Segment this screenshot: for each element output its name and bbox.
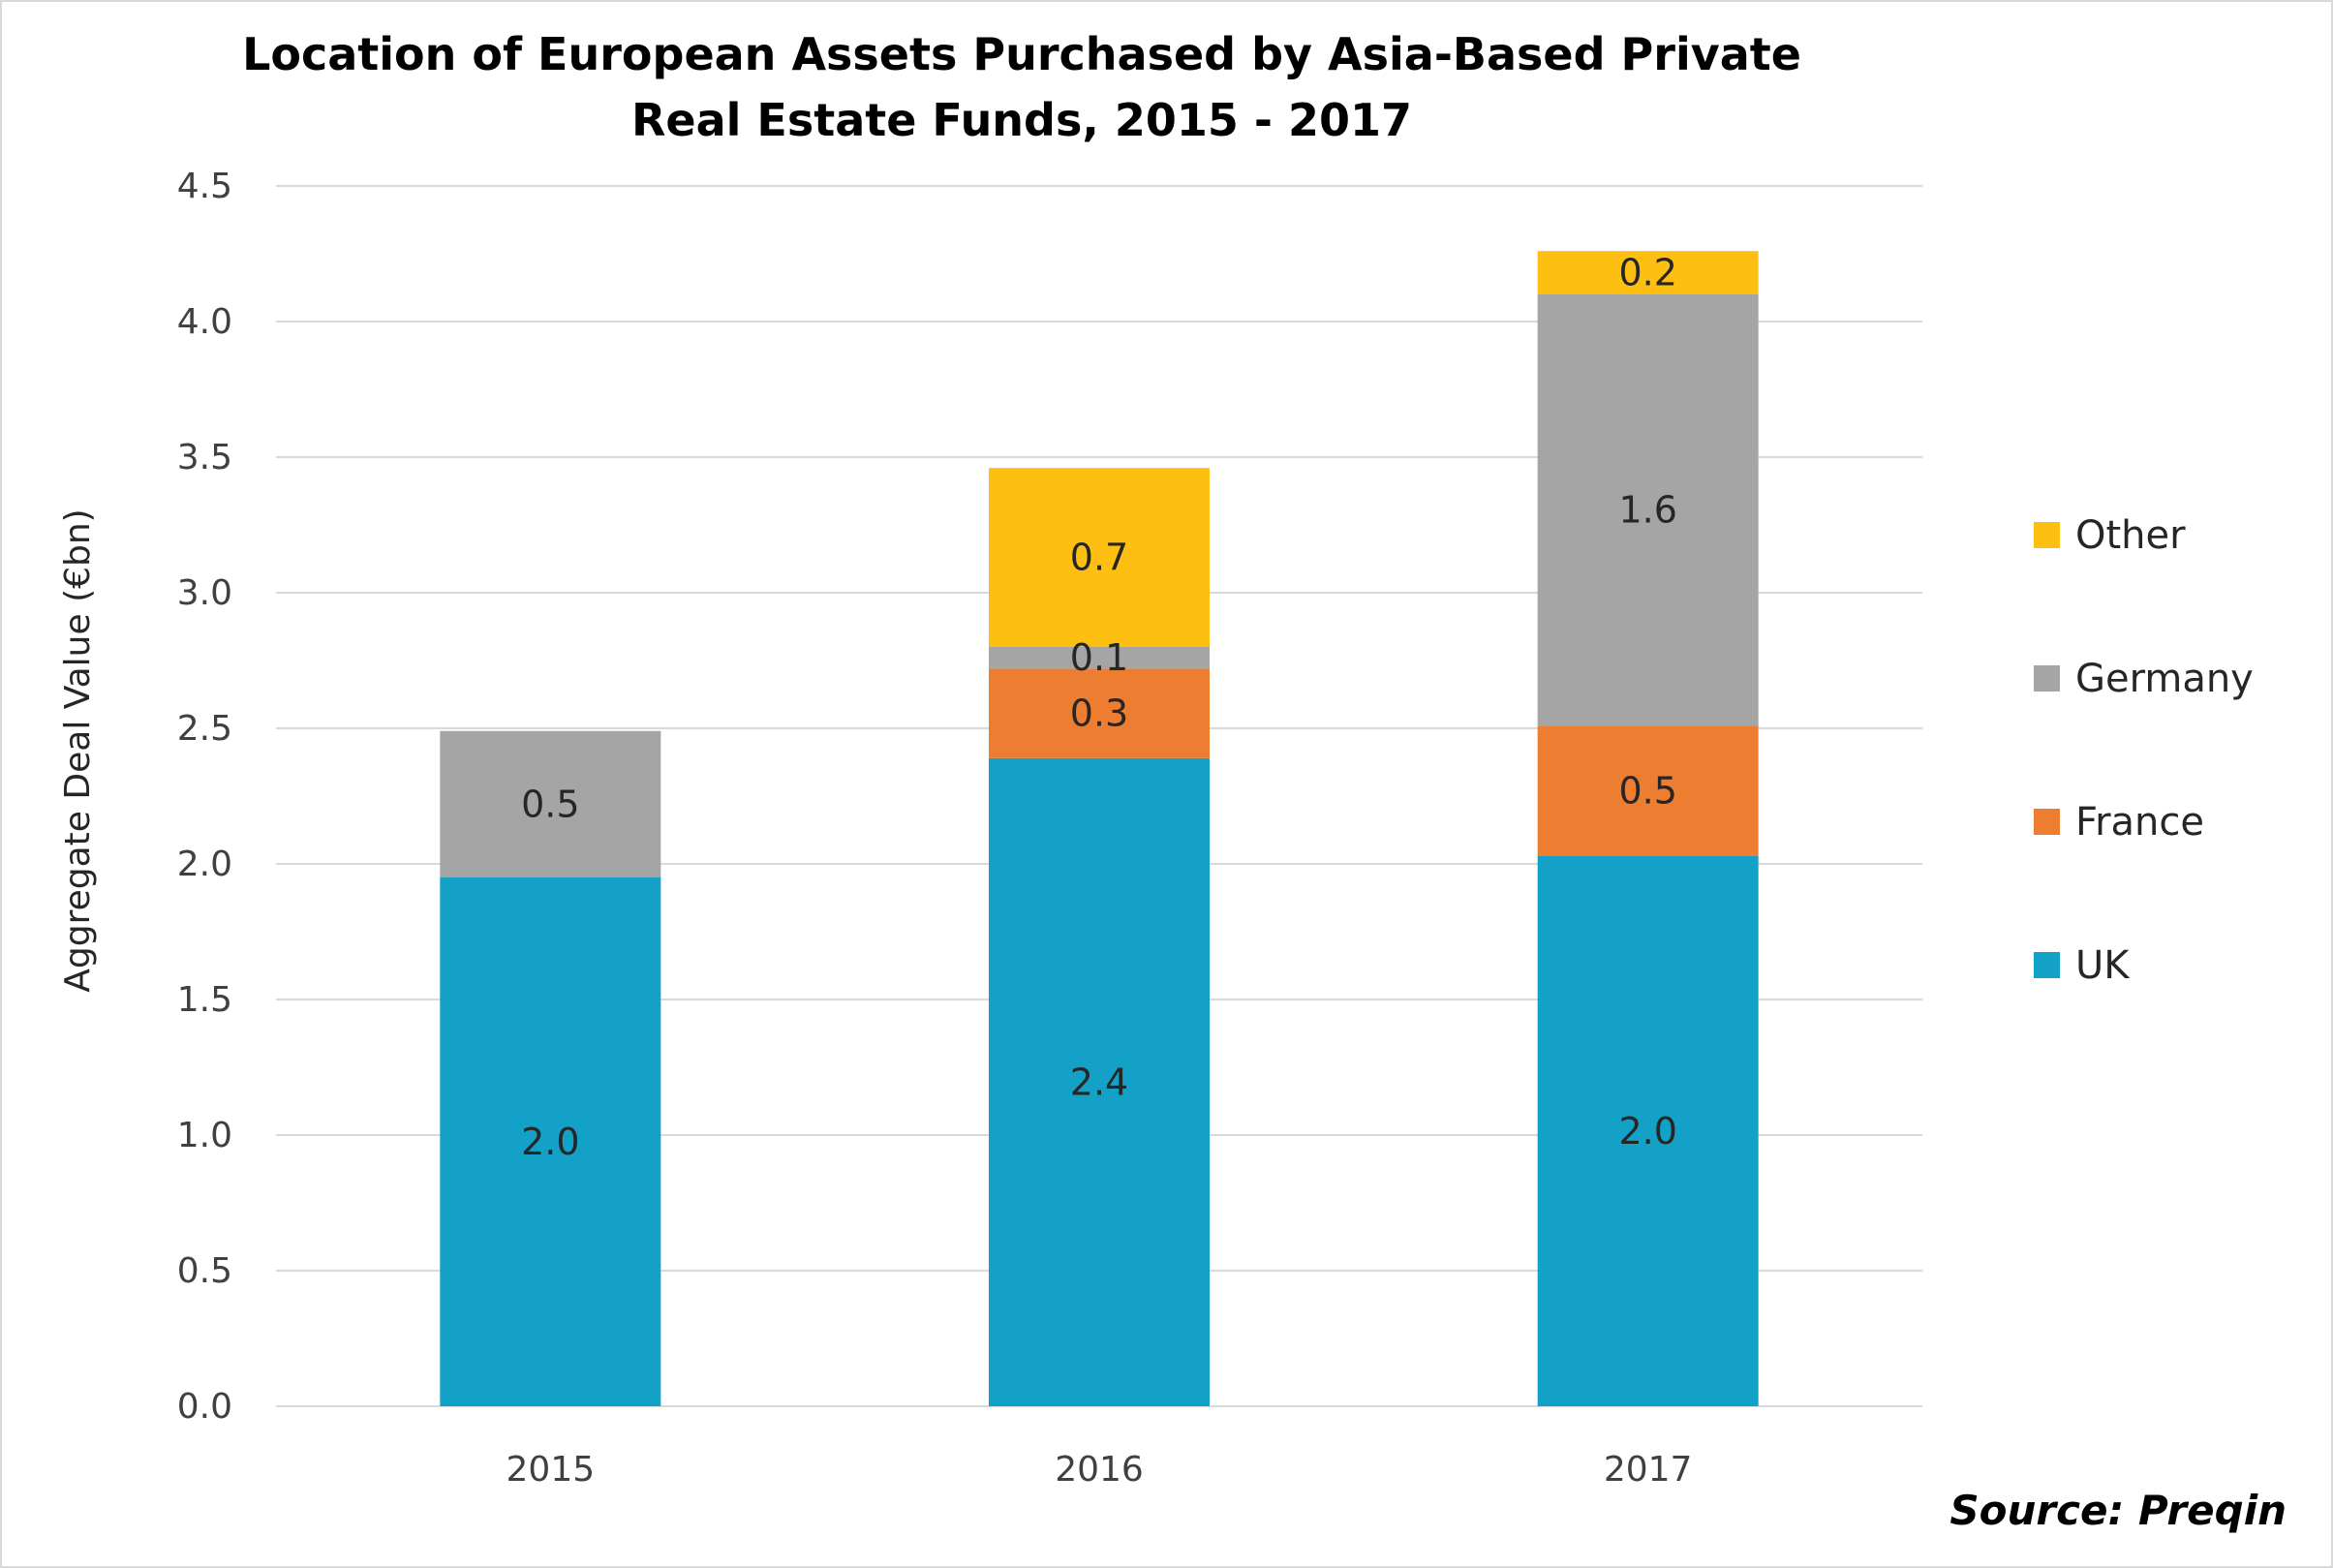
bar-germany-2016 — [989, 647, 1210, 669]
chart-title: Location of European Assets Purchased by… — [242, 28, 1801, 146]
legend-label-france: France — [2075, 800, 2204, 845]
bar-uk-2017 — [1537, 855, 1759, 1406]
legend-swatch-germany — [2034, 665, 2060, 692]
y-axis-ticks: 0.0 0.5 1.0 1.5 2.0 2.5 3.0 3.5 4.0 4.5 — [177, 167, 232, 1427]
y-tick-label: 2.0 — [177, 845, 232, 884]
y-tick-label: 1.5 — [177, 980, 232, 1020]
legend-swatch-uk — [2034, 952, 2060, 978]
data-label: 1.6 — [1618, 489, 1676, 532]
data-label: 0.5 — [521, 783, 579, 825]
y-axis-label: Aggregate Deal Value (€bn) — [58, 508, 98, 992]
data-label: 0.3 — [1070, 692, 1128, 735]
y-tick-label: 0.0 — [177, 1387, 232, 1427]
x-tick-label: 2015 — [507, 1450, 596, 1490]
bar-germany-2015 — [440, 730, 661, 877]
y-tick-label: 1.0 — [177, 1116, 232, 1155]
bar-other-2016 — [989, 468, 1210, 647]
legend-label-uk: UK — [2075, 943, 2131, 988]
legend-swatch-other — [2034, 522, 2060, 548]
legend-label-germany: Germany — [2075, 657, 2254, 701]
bar-uk-2015 — [440, 877, 661, 1406]
y-tick-label: 3.5 — [177, 438, 232, 477]
x-axis-ticks: 2015 2016 2017 — [507, 1450, 1693, 1490]
data-label: 0.1 — [1070, 636, 1128, 679]
bar-uk-2016 — [989, 757, 1210, 1406]
bars — [440, 251, 1759, 1406]
x-tick-label: 2016 — [1055, 1450, 1144, 1490]
legend: Other Germany France UK — [2034, 513, 2254, 988]
x-tick-label: 2017 — [1604, 1450, 1693, 1490]
y-tick-label: 4.5 — [177, 167, 232, 206]
data-label: 0.2 — [1618, 252, 1676, 294]
data-label: 0.5 — [1618, 769, 1676, 812]
bar-france-2016 — [989, 668, 1210, 758]
data-label: 2.4 — [1070, 1061, 1128, 1103]
source-note: Source: Preqin — [1949, 1487, 2287, 1534]
y-tick-label: 0.5 — [177, 1251, 232, 1291]
bar-germany-2017 — [1537, 294, 1759, 726]
data-label: 0.7 — [1070, 537, 1128, 579]
y-tick-label: 3.0 — [177, 573, 232, 613]
y-tick-label: 2.5 — [177, 709, 232, 749]
data-label: 2.0 — [1618, 1110, 1676, 1153]
bar-other-2017 — [1537, 251, 1759, 294]
data-label: 2.0 — [521, 1121, 579, 1163]
legend-swatch-france — [2034, 809, 2060, 835]
bar-france-2017 — [1537, 725, 1759, 856]
y-tick-label: 4.0 — [177, 302, 232, 342]
data-labels: 2.0 0.5 2.4 0.3 0.1 0.7 2.0 0.5 1.6 0.2 — [521, 252, 1677, 1163]
legend-label-other: Other — [2075, 513, 2186, 558]
